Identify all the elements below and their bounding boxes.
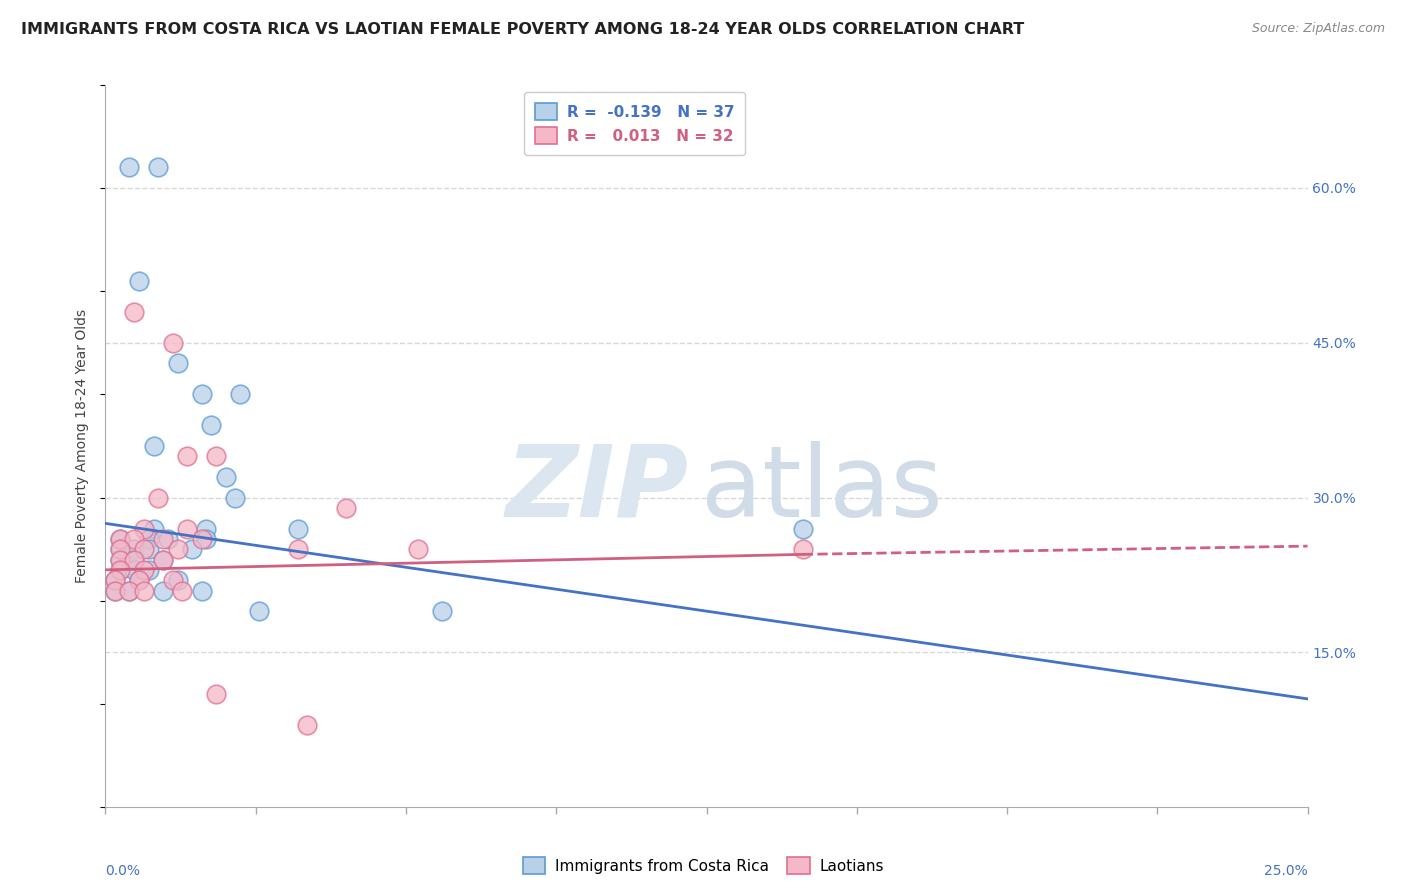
Point <box>124 532 146 546</box>
Legend: Immigrants from Costa Rica, Laotians: Immigrants from Costa Rica, Laotians <box>516 851 890 880</box>
Point <box>406 542 429 557</box>
Point <box>190 532 212 546</box>
Point <box>148 161 170 175</box>
Point <box>132 522 155 536</box>
Y-axis label: Female Poverty Among 18-24 Year Olds: Female Poverty Among 18-24 Year Olds <box>76 309 90 583</box>
Point <box>138 563 160 577</box>
Point <box>152 552 174 566</box>
Text: ZIP: ZIP <box>506 441 689 538</box>
Point <box>162 573 184 587</box>
Point <box>297 717 319 731</box>
Text: 25.0%: 25.0% <box>1264 864 1308 878</box>
Point <box>205 687 228 701</box>
Legend: R =  -0.139   N = 37, R =   0.013   N = 32: R = -0.139 N = 37, R = 0.013 N = 32 <box>524 93 745 154</box>
Point <box>104 573 127 587</box>
Point <box>156 532 179 546</box>
Point <box>176 450 198 464</box>
Point <box>132 563 155 577</box>
Point <box>138 532 160 546</box>
Point <box>108 552 131 566</box>
Text: IMMIGRANTS FROM COSTA RICA VS LAOTIAN FEMALE POVERTY AMONG 18-24 YEAR OLDS CORRE: IMMIGRANTS FROM COSTA RICA VS LAOTIAN FE… <box>21 22 1025 37</box>
Point <box>335 500 357 515</box>
Point <box>104 583 127 598</box>
Point <box>104 573 127 587</box>
Point <box>108 532 131 546</box>
Point <box>430 604 453 618</box>
Point <box>166 573 188 587</box>
Point <box>176 522 198 536</box>
Point <box>138 542 160 557</box>
Point <box>132 542 155 557</box>
Point <box>287 522 309 536</box>
Point <box>124 552 146 566</box>
Point <box>128 274 150 288</box>
Point <box>152 552 174 566</box>
Point <box>118 583 141 598</box>
Point <box>166 542 188 557</box>
Point <box>229 387 252 401</box>
Point <box>195 522 218 536</box>
Point <box>166 356 188 370</box>
Text: Source: ZipAtlas.com: Source: ZipAtlas.com <box>1251 22 1385 36</box>
Point <box>190 387 212 401</box>
Point <box>108 563 131 577</box>
Point <box>128 573 150 587</box>
Point <box>128 573 150 587</box>
Point <box>287 542 309 557</box>
Point <box>172 583 194 598</box>
Point <box>142 439 165 453</box>
Point <box>148 491 170 505</box>
Point <box>108 532 131 546</box>
Point <box>124 305 146 319</box>
Point <box>190 583 212 598</box>
Point <box>181 542 204 557</box>
Point <box>247 604 270 618</box>
Point <box>124 552 146 566</box>
Point <box>152 532 174 546</box>
Text: 0.0%: 0.0% <box>105 864 141 878</box>
Point <box>200 418 222 433</box>
Point <box>792 522 814 536</box>
Point <box>108 542 131 557</box>
Point <box>224 491 246 505</box>
Point <box>214 470 236 484</box>
Point <box>108 552 131 566</box>
Point <box>104 583 127 598</box>
Point <box>162 335 184 350</box>
Point <box>124 542 146 557</box>
Point <box>792 542 814 557</box>
Point <box>152 583 174 598</box>
Point <box>118 583 141 598</box>
Point <box>132 583 155 598</box>
Point <box>124 563 146 577</box>
Point <box>108 563 131 577</box>
Point <box>205 450 228 464</box>
Point <box>142 522 165 536</box>
Point <box>195 532 218 546</box>
Point <box>108 542 131 557</box>
Text: atlas: atlas <box>700 441 942 538</box>
Point <box>118 161 141 175</box>
